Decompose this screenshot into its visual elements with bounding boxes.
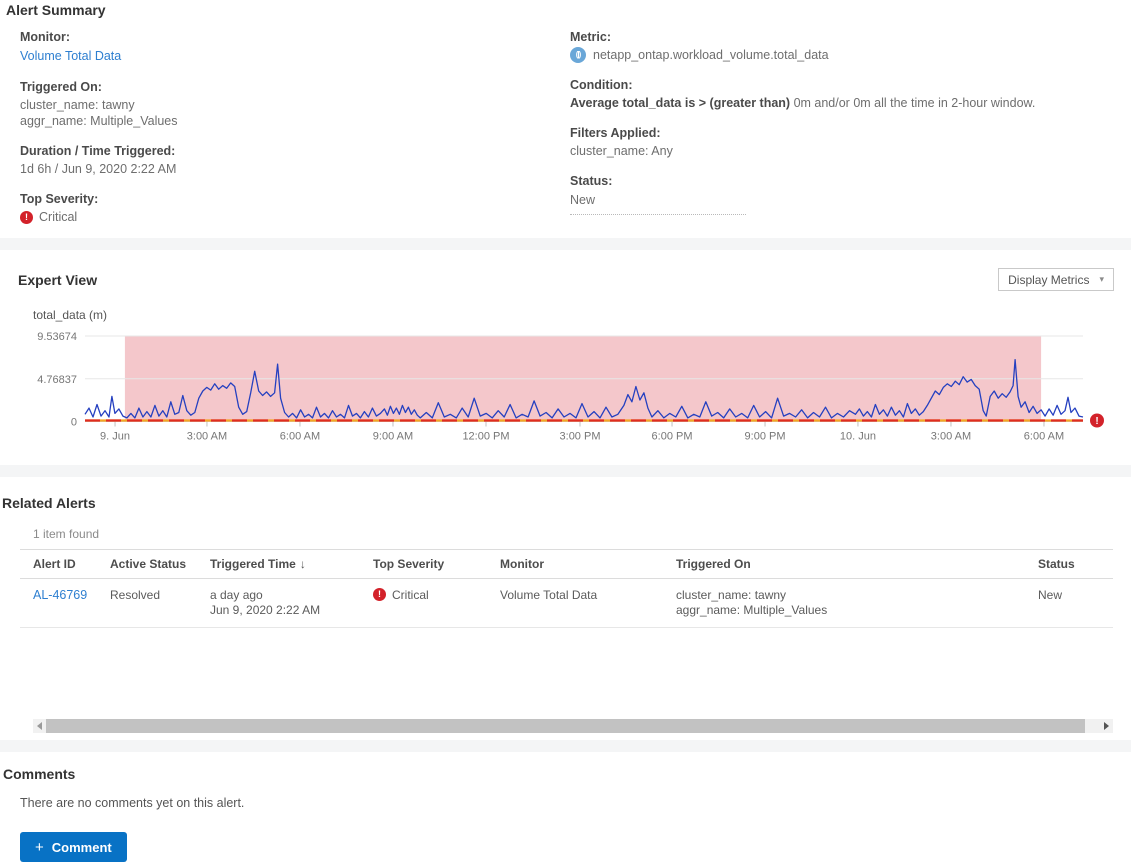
triggered-on-line: cluster_name: tawny — [676, 588, 787, 602]
comments-section: Comments There are no comments yet on th… — [0, 752, 1131, 863]
related-alerts-section: Related Alerts 1 item found Alert ID Act… — [0, 477, 1131, 740]
x-axis-tick-label: 6:00 AM — [280, 431, 320, 443]
triggered-on-field: Triggered On: cluster_name: tawny aggr_n… — [20, 80, 540, 129]
monitor-cell: Volume Total Data — [500, 578, 676, 628]
add-comment-button[interactable]: + Comment — [20, 832, 127, 862]
no-comments-text: There are no comments yet on this alert. — [20, 796, 245, 810]
top-severity-field: Top Severity: ! Critical — [20, 192, 540, 225]
scroll-left-button[interactable] — [33, 719, 46, 733]
condition-expression: Average total_data is > (greater than) — [570, 96, 791, 110]
triggered-time-relative: a day ago — [210, 588, 263, 602]
related-alerts-table: Alert ID Active Status Triggered Time ↓ T… — [20, 549, 1113, 628]
status-label: Status: — [570, 174, 613, 188]
alert-summary-section: Alert Summary Monitor: Volume Total Data… — [0, 0, 1131, 238]
x-axis-tick-label: 3:00 AM — [931, 431, 971, 443]
scrollbar-thumb[interactable] — [46, 719, 1085, 733]
triggered-time-cell: a day ago Jun 9, 2020 2:22 AM — [210, 578, 373, 628]
alert-summary-left-column: Monitor: Volume Total Data Triggered On:… — [20, 30, 540, 240]
x-axis-tick-label: 6:00 AM — [1024, 431, 1064, 443]
duration-label: Duration / Time Triggered: — [20, 144, 176, 158]
section-separator — [0, 238, 1131, 250]
x-axis-tick-label: 6:00 PM — [652, 431, 693, 443]
top-severity-label: Top Severity: — [20, 192, 99, 206]
monitor-field: Monitor: Volume Total Data — [20, 30, 540, 65]
table-row: AL-46769 Resolved a day ago Jun 9, 2020 … — [20, 578, 1113, 628]
display-metrics-label: Display Metrics — [1008, 272, 1090, 287]
triggered-on-line: aggr_name: Multiple_Values — [20, 114, 178, 128]
alert-summary-title: Alert Summary — [6, 2, 106, 18]
metric-type-icon: (|) — [570, 47, 586, 63]
critical-severity-icon: ! — [20, 210, 33, 224]
x-axis-tick-label: 10. Jun — [840, 431, 876, 443]
column-header-alert-id[interactable]: Alert ID — [20, 549, 110, 579]
y-axis-tick-label: 0 — [71, 417, 77, 429]
comments-title: Comments — [3, 766, 76, 782]
scroll-right-icon — [1104, 722, 1109, 730]
filters-applied-value: cluster_name: Any — [570, 144, 673, 158]
x-axis-tick-label: 9:00 PM — [745, 431, 786, 443]
column-header-active-status[interactable]: Active Status — [110, 549, 210, 579]
top-severity-cell: ! Critical — [373, 578, 500, 628]
x-axis-tick-label: 9. Jun — [100, 431, 130, 443]
x-axis-tick-label: 9:00 AM — [373, 431, 413, 443]
filters-applied-label: Filters Applied: — [570, 126, 661, 140]
critical-alert-marker-icon — [1090, 413, 1104, 428]
alert-summary-right-column: Metric: (|) netapp_ontap.workload_volume… — [570, 30, 1115, 230]
plus-icon: + — [35, 838, 44, 856]
triggered-on-label: Triggered On: — [20, 80, 102, 94]
duration-value: 1d 6h / Jun 9, 2020 2:22 AM — [20, 162, 177, 176]
items-found-count: 1 item found — [33, 527, 100, 541]
metric-label: Metric: — [570, 30, 611, 44]
section-separator — [0, 740, 1131, 752]
column-header-triggered-on[interactable]: Triggered On — [676, 549, 1038, 579]
triggered-on-line: cluster_name: tawny — [20, 98, 135, 112]
related-alerts-title: Related Alerts — [2, 495, 96, 511]
column-header-top-severity[interactable]: Top Severity — [373, 549, 500, 579]
condition-label: Condition: — [570, 78, 633, 92]
table-header-row: Alert ID Active Status Triggered Time ↓ T… — [20, 549, 1113, 579]
scroll-left-icon — [37, 722, 42, 730]
x-axis-tick-label: 3:00 PM — [560, 431, 601, 443]
triggered-on-line: aggr_name: Multiple_Values — [676, 603, 828, 617]
section-separator — [0, 465, 1131, 477]
column-header-status[interactable]: Status — [1038, 549, 1113, 579]
x-axis-tick-label: 3:00 AM — [187, 431, 227, 443]
add-comment-button-label: Comment — [51, 839, 112, 855]
filters-applied-field: Filters Applied: cluster_name: Any — [570, 126, 1115, 159]
condition-detail: 0m and/or 0m all the time in 2-hour wind… — [790, 96, 1036, 110]
duration-field: Duration / Time Triggered: 1d 6h / Jun 9… — [20, 144, 540, 177]
expert-view-title: Expert View — [18, 272, 98, 288]
status-cell: New — [1038, 578, 1113, 628]
expert-view-section: Expert View Display Metrics ▾ total_data… — [0, 250, 1131, 465]
total-data-series-line — [84, 358, 1084, 419]
x-axis-tick-label: 12:00 PM — [462, 431, 509, 443]
status-field: Status: New — [570, 174, 1115, 215]
chart-ylabel: total_data (m) — [33, 308, 107, 322]
monitor-label: Monitor: — [20, 30, 70, 44]
y-axis-tick-label: 4.76837 — [37, 374, 77, 386]
triggered-time-absolute: Jun 9, 2020 2:22 AM — [210, 603, 321, 617]
triggered-on-cell: cluster_name: tawny aggr_name: Multiple_… — [676, 578, 1038, 628]
status-select[interactable]: New — [570, 193, 746, 215]
top-severity-text: Critical — [392, 588, 429, 602]
scroll-right-button[interactable] — [1100, 719, 1113, 733]
critical-alert-marker-glyph: ! — [1095, 416, 1098, 427]
top-severity-value: Critical — [39, 210, 78, 224]
active-status-cell: Resolved — [110, 578, 210, 628]
column-header-triggered-time[interactable]: Triggered Time ↓ — [210, 549, 373, 579]
metric-value: netapp_ontap.workload_volume.total_data — [593, 48, 829, 62]
monitor-link[interactable]: Volume Total Data — [20, 49, 122, 63]
scrollbar-track[interactable] — [46, 719, 1100, 733]
chevron-down-icon: ▾ — [1099, 274, 1104, 284]
expert-view-chart: total_data (m) 0 4.76837 9.53674 9. Jun 3:00 … — [33, 308, 1104, 443]
column-header-monitor[interactable]: Monitor — [500, 549, 676, 579]
y-axis-tick-label: 9.53674 — [37, 331, 77, 343]
horizontal-scrollbar[interactable] — [33, 719, 1113, 733]
metric-field: Metric: (|) netapp_ontap.workload_volume… — [570, 30, 1115, 63]
display-metrics-dropdown[interactable]: Display Metrics ▾ — [998, 268, 1114, 291]
critical-severity-icon: ! — [373, 588, 386, 601]
sort-descending-icon: ↓ — [299, 557, 306, 571]
alert-id-link[interactable]: AL-46769 — [33, 588, 88, 602]
condition-field: Condition: Average total_data is > (grea… — [570, 78, 1115, 111]
